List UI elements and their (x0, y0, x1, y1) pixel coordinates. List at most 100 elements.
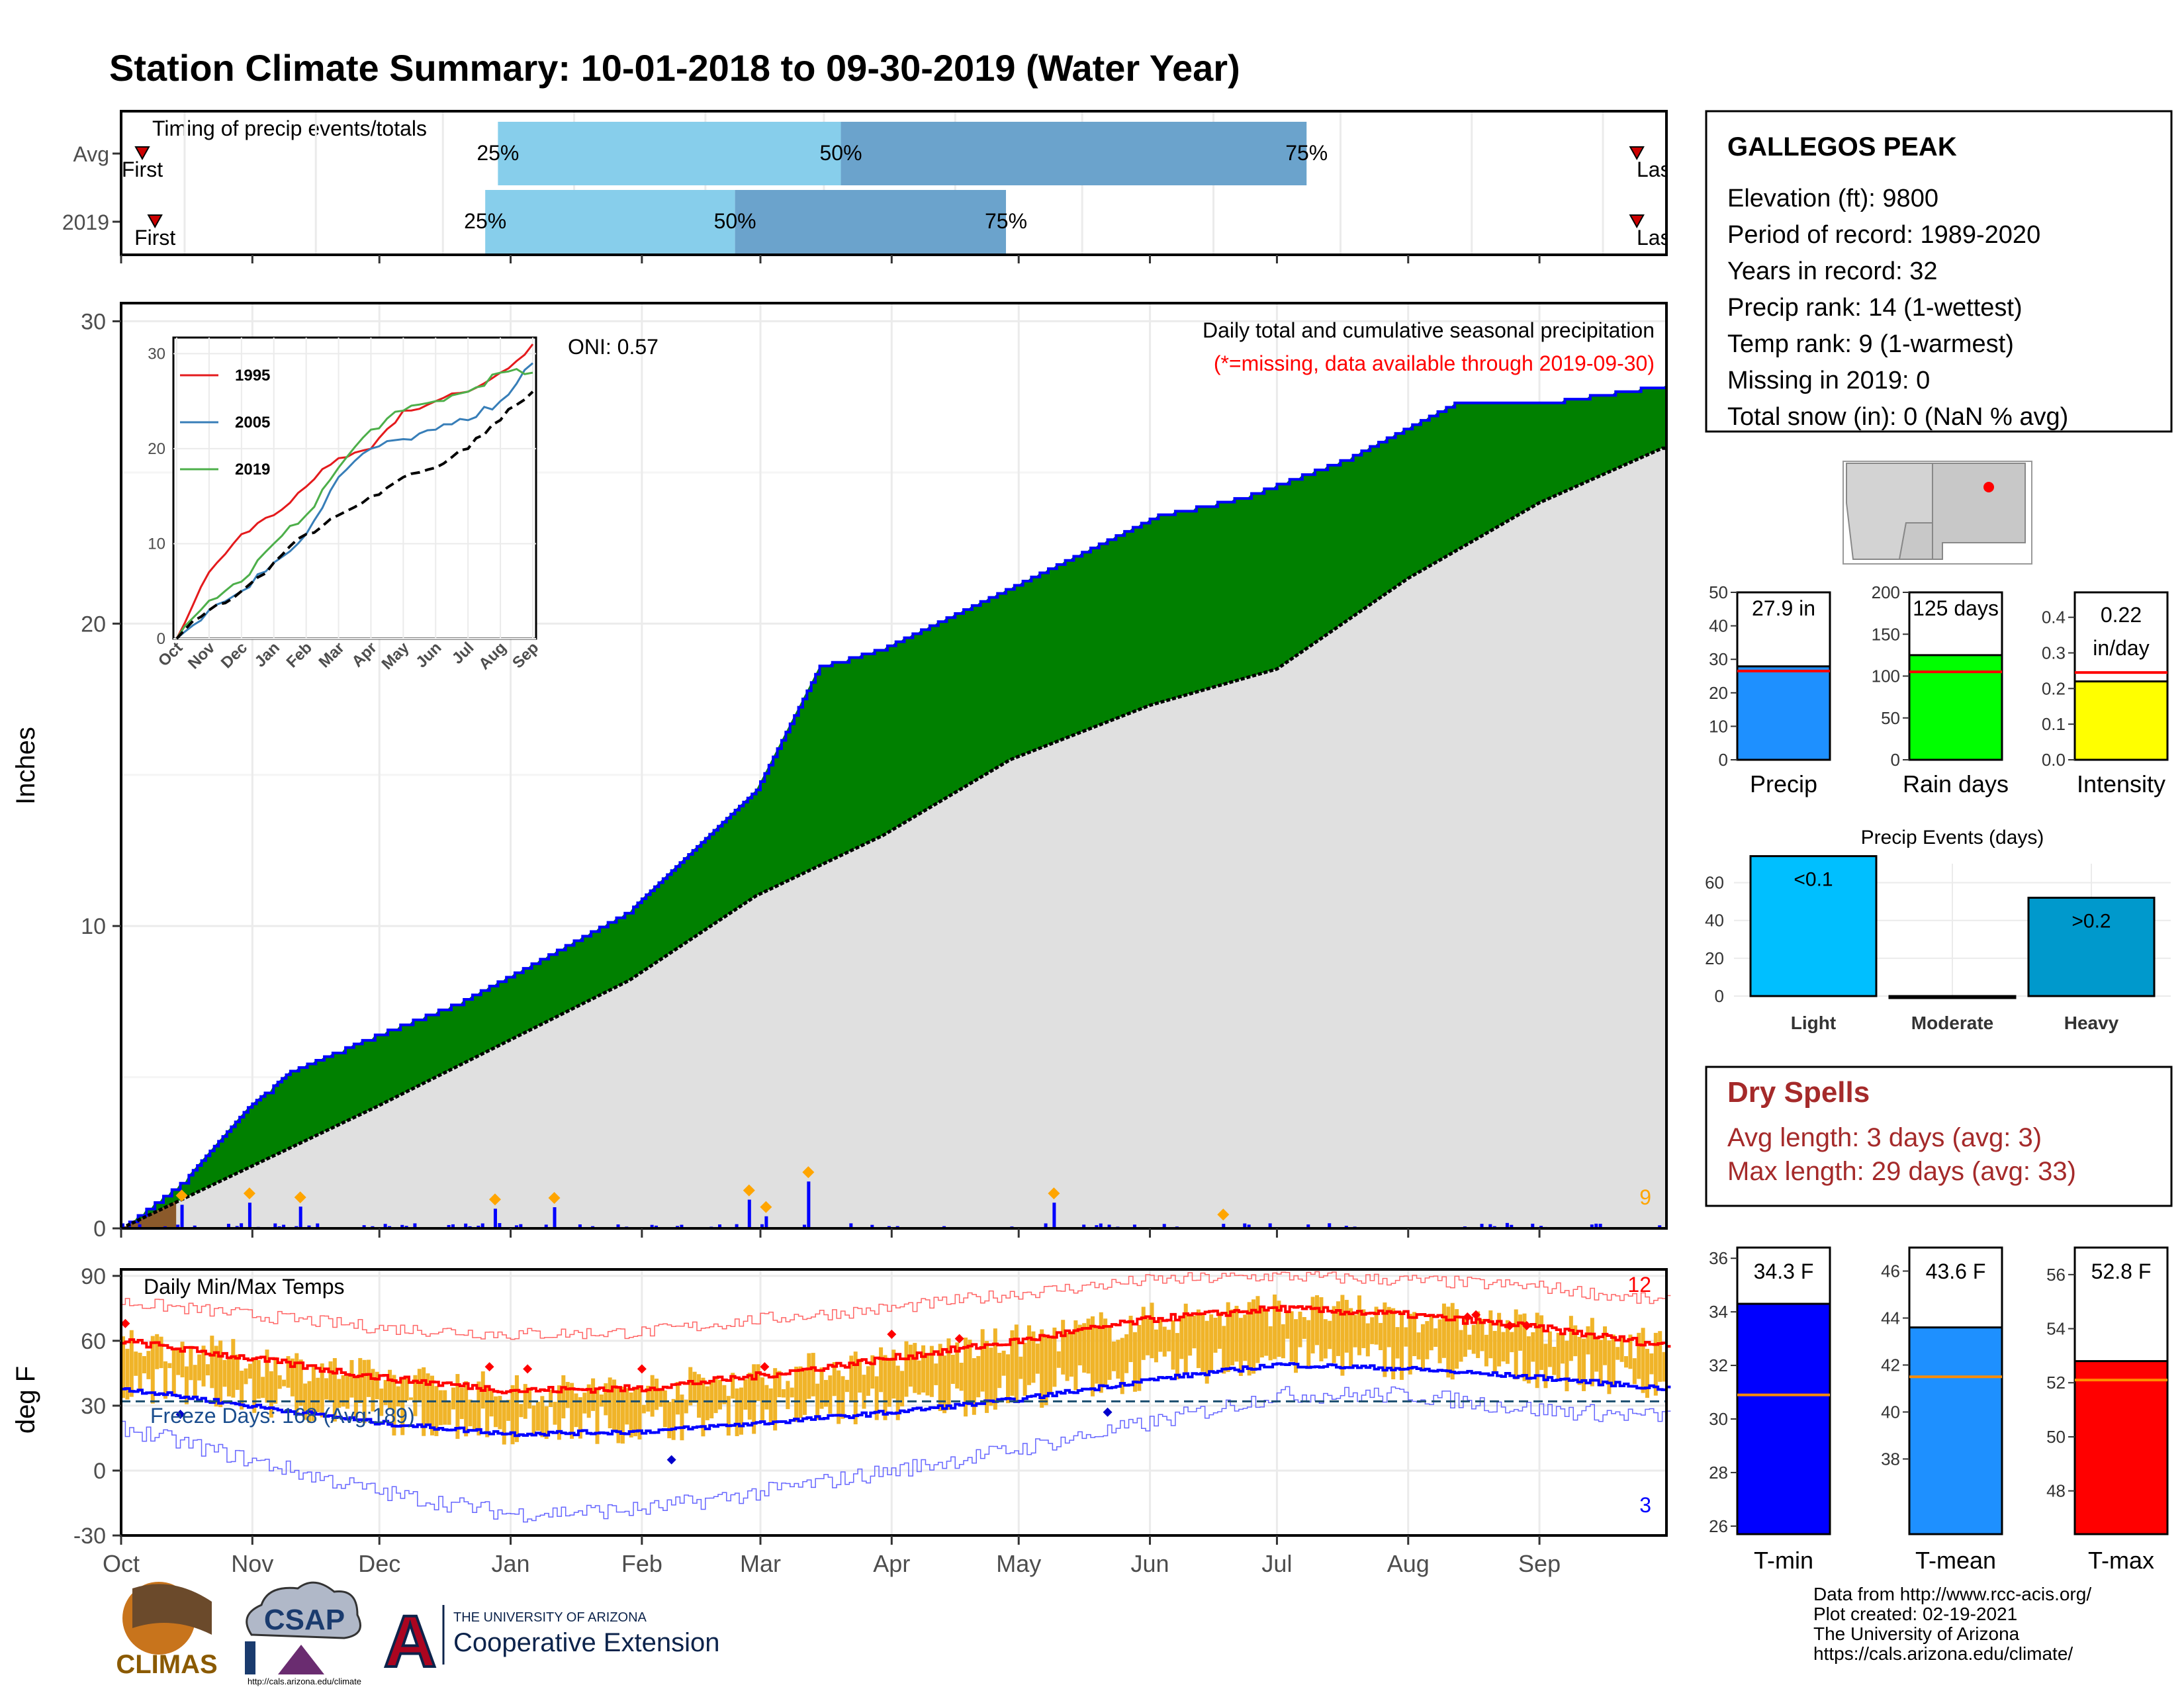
daily-temp-bar (523, 1384, 527, 1419)
daily-precip-bar (1243, 1223, 1247, 1228)
daily-temp-bar (1628, 1334, 1633, 1369)
daily-temp-bar (773, 1368, 778, 1431)
dry-title: Dry Spells (1727, 1076, 1870, 1109)
daily-temp-bar (167, 1363, 172, 1369)
record-high-marker (954, 1334, 964, 1344)
temp-bar-value-text: 34.3 F (1754, 1259, 1814, 1283)
daily-precip-bar (193, 1225, 197, 1228)
daily-temp-bar (646, 1385, 651, 1412)
daily-temp-bar (235, 1354, 240, 1391)
daily-precip-bar (650, 1224, 654, 1228)
daily-temp-bar (1399, 1311, 1404, 1380)
daily-precip-bar (493, 1209, 497, 1228)
events-bar (1749, 855, 1878, 997)
daily-temp-bar (1340, 1295, 1345, 1376)
daily-precip-bar (298, 1207, 302, 1228)
daily-temp-bar (375, 1371, 379, 1400)
daily-temp-bar (1019, 1356, 1023, 1379)
temp-bar-tick-label: 32 (1709, 1355, 1728, 1375)
daily-temp-bar (1518, 1314, 1523, 1351)
mini-bar-tick-label: 100 (1872, 666, 1900, 686)
daily-temp-bar (1171, 1320, 1175, 1370)
daily-precip-bar (1222, 1224, 1226, 1228)
temp-bar-label: T-max (2088, 1547, 2154, 1574)
freeze-days-label: Freeze Days: 168 (Avg:189) (150, 1404, 415, 1428)
daily-precip-bar (1052, 1203, 1056, 1228)
daily-precip-bar (282, 1224, 286, 1228)
daily-temp-bar (438, 1390, 443, 1426)
daily-precip-bar (121, 1223, 124, 1228)
daily-precip-bar (764, 1216, 768, 1228)
last-marker-icon (1629, 214, 1645, 229)
daily-temp-bar (443, 1390, 447, 1425)
daily-temp-bar (298, 1359, 303, 1406)
daily-temp-bar (430, 1375, 434, 1436)
temp-bar-value (1736, 1303, 1831, 1535)
daily-temp-bar (1183, 1303, 1188, 1373)
daily-precip-bar (447, 1224, 451, 1228)
daily-temp-bar (1547, 1331, 1552, 1367)
events-tick-label: 40 (1705, 911, 1724, 931)
daily-temp-bar (180, 1342, 185, 1378)
daily-temp-bar (1073, 1320, 1078, 1391)
oni-label: ONI: 0.57 (568, 335, 659, 359)
inset-ytick-label: 20 (148, 440, 165, 458)
daily-temp-bar (1226, 1302, 1230, 1373)
daily-temp-bar (286, 1356, 291, 1388)
heavy-event-marker (743, 1184, 755, 1197)
daily-temp-bar (713, 1377, 718, 1414)
daily-temp-bar (1192, 1315, 1197, 1349)
daily-temp-bar (807, 1353, 811, 1399)
daily-temp-bar (849, 1355, 854, 1402)
last-marker-icon (1629, 146, 1645, 161)
daily-precip-bar (514, 1225, 518, 1228)
daily-temp-bar (426, 1373, 430, 1425)
daily-temp-bar (574, 1393, 578, 1428)
record-high-marker (1522, 1320, 1531, 1330)
daily-precip-bar (180, 1205, 184, 1228)
daily-temp-bar (620, 1387, 625, 1444)
precip-ytick-label: 30 (81, 309, 106, 334)
temp-title: Daily Min/Max Temps (144, 1275, 344, 1299)
daily-temp-bar (549, 1389, 553, 1407)
daily-temp-bar (273, 1357, 278, 1404)
precip-events-chart: Precip Events (days) 0 20 40 60 <0.1 Light Mod… (1705, 827, 2171, 1033)
daily-temp-bar (1255, 1296, 1260, 1363)
daily-temp-bar (1332, 1306, 1336, 1363)
events-bar (1888, 995, 2017, 999)
daily-temp-bar (189, 1346, 193, 1381)
record-low-marker (175, 1409, 185, 1419)
daily-temp-bar (823, 1380, 828, 1407)
daily-temp-bar (138, 1352, 142, 1392)
daily-temp-bar (1150, 1303, 1154, 1359)
daily-temp-bar (1124, 1334, 1129, 1373)
daily-temp-bar (1035, 1344, 1040, 1374)
temp-count-lo: 3 (1639, 1493, 1651, 1517)
timing-bar-q1 (498, 122, 841, 185)
daily-temp-bar (1319, 1297, 1324, 1361)
footer-credit-line: The University of Arizona (1813, 1623, 2020, 1644)
daily-temp-bar (1624, 1356, 1629, 1368)
daily-temp-bar (722, 1385, 727, 1404)
daily-temp-bar (811, 1353, 815, 1396)
daily-temp-bar (1277, 1301, 1281, 1357)
daily-temp-bar (240, 1371, 244, 1410)
precip-ytick-label: 10 (81, 914, 106, 939)
daily-precip-bar (1247, 1224, 1251, 1228)
daily-temp-bar (1103, 1318, 1108, 1387)
daily-temp-bar (1408, 1314, 1412, 1375)
daily-temp-bar (735, 1388, 739, 1436)
temp-bar-tick-label: 46 (1881, 1261, 1900, 1281)
daily-temp-bar (248, 1363, 252, 1379)
daily-temp-bar (701, 1377, 705, 1437)
daily-temp-bar (1196, 1309, 1201, 1369)
inset-frame (172, 336, 537, 640)
daily-precip-bar (464, 1223, 468, 1228)
daily-temp-bar (828, 1375, 833, 1414)
record-high-marker (1463, 1312, 1473, 1322)
daily-temp-bar (743, 1379, 748, 1410)
temp-ytick-label: 90 (81, 1264, 106, 1289)
heavy-event-marker (488, 1193, 501, 1206)
temp-bar-value-text: 52.8 F (2091, 1259, 2152, 1283)
